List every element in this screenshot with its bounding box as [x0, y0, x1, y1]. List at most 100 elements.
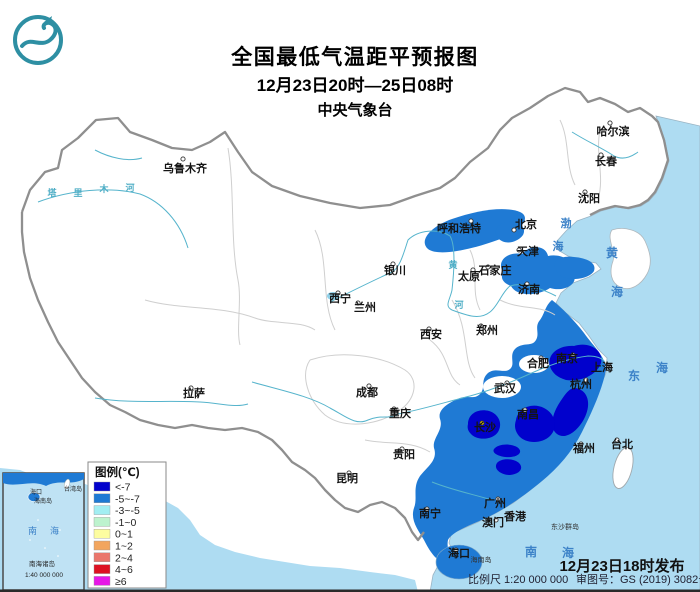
- anomaly-regions-below-minus7: [467, 344, 602, 475]
- china-southwest-border: [20, 212, 425, 542]
- legend-swatch: [93, 481, 111, 492]
- city-dot: [583, 377, 589, 383]
- inset-taiwan-label: 台湾岛: [64, 485, 82, 493]
- river-label: 里: [73, 188, 82, 198]
- city-dot: [188, 385, 194, 391]
- city-label: 台北: [611, 437, 633, 451]
- city-dot: [538, 355, 544, 361]
- sea-label: 海: [562, 545, 574, 560]
- deep-region-shanghai: [549, 344, 602, 381]
- anomaly-region-beijing: [495, 221, 525, 243]
- china-national-border: [20, 86, 670, 217]
- city-label: 昆明: [336, 472, 358, 485]
- river-label: 塔: [47, 187, 57, 198]
- city-label: 重庆: [389, 406, 411, 420]
- province-boundaries: [144, 119, 602, 453]
- city-dot: [570, 352, 576, 358]
- legend-swatch: [93, 529, 111, 539]
- city-dot: [508, 511, 514, 517]
- city-label: 银川: [384, 263, 406, 277]
- city-dot: [582, 189, 588, 195]
- city-dot: [399, 446, 405, 452]
- legend-swatch: [93, 576, 111, 586]
- inset-taiwan: [63, 478, 71, 490]
- city-label: 沈阳: [578, 191, 600, 205]
- city-label: 上海: [591, 360, 613, 374]
- city-dot: [355, 300, 361, 306]
- legend-swatch: [93, 493, 111, 503]
- city-label: 郑州: [476, 323, 498, 337]
- south-china-sea-inset: 海口 海南岛 台湾岛 南 海 南海诸岛 1:40 000 000: [2, 472, 85, 591]
- city-dot: [522, 407, 528, 413]
- legend-item-label: 0~1: [115, 529, 133, 541]
- inset-mainland-coast: [3, 473, 84, 486]
- sea-label: 黄: [606, 245, 618, 260]
- city-dot: [479, 420, 485, 426]
- inset-sea-char2: 海: [50, 525, 59, 536]
- city-label: 乌鲁木齐: [163, 161, 208, 175]
- taiwan-landmass: [612, 447, 634, 489]
- island-label: 东沙群岛: [551, 522, 579, 531]
- inset-hainan: [27, 492, 41, 502]
- city-label: 长沙: [474, 420, 496, 434]
- city-label: 成都: [356, 385, 378, 399]
- city-dot: [598, 152, 604, 158]
- river-labels: 塔里木河黄河: [47, 182, 463, 310]
- river-label: 木: [98, 183, 109, 194]
- city-dot: [493, 517, 499, 523]
- city-label: 南宁: [419, 506, 441, 520]
- city-label: 济南: [518, 282, 540, 296]
- city-label: 杭州: [570, 377, 592, 391]
- city-dot: [453, 547, 459, 553]
- city-label: 南昌: [517, 407, 539, 421]
- city-label: 拉萨: [183, 386, 205, 400]
- inset-hainan-label: 海南岛: [34, 497, 52, 505]
- river-label: 河: [125, 182, 134, 193]
- city-label: 香港: [503, 509, 527, 523]
- inset-islands-label: 南海诸岛: [29, 559, 55, 568]
- inset-haikou-label: 海口: [30, 488, 42, 496]
- city-label: 澳门: [482, 515, 504, 529]
- city-label: 长春: [595, 154, 618, 168]
- city-label: 广州: [484, 496, 506, 510]
- korea-landmass: [609, 228, 651, 290]
- legend-title: 图例(℃): [95, 465, 140, 479]
- island-label: 海南岛: [471, 555, 492, 564]
- city-label: 哈尔滨: [597, 124, 630, 138]
- city-label: 贵阳: [393, 447, 415, 461]
- city-label: 武汉: [494, 381, 517, 395]
- sea-label: 海: [553, 239, 564, 253]
- city-label: 石家庄: [478, 263, 512, 277]
- legend-item-label: ≥6: [115, 576, 127, 588]
- inset-scale-label: 1:40 000 000: [25, 572, 63, 579]
- brahmaputra-river: [94, 397, 249, 407]
- bottom-frame-line: [0, 589, 700, 592]
- city-label: 合肥: [527, 356, 549, 370]
- map-agency: 中央气象台: [317, 101, 392, 119]
- city-dot: [390, 261, 396, 267]
- sea-label: 南: [525, 544, 537, 559]
- legend-item-label: -1~0: [115, 517, 136, 529]
- deep-region-south-small2: [495, 459, 522, 475]
- pearl-river: [431, 481, 493, 501]
- deep-region-zhejiang: [552, 387, 589, 437]
- anomaly-region-hebei-tianjin: [500, 247, 575, 295]
- sea-labels: 渤海 黄海东海南海: [525, 216, 668, 560]
- legend-swatch: [93, 552, 111, 562]
- sea-label: 东: [628, 368, 640, 383]
- city-dot: [614, 437, 620, 443]
- city-dot: [391, 406, 397, 412]
- city-dot: [578, 441, 584, 447]
- anomaly-region-shandong-tip: [554, 256, 595, 279]
- city-dot: [346, 470, 352, 476]
- yellow-river: [329, 230, 557, 317]
- anomaly-region-hohhot: [424, 209, 525, 253]
- map-subtitle: 12月23日20时—25日08时: [257, 76, 454, 95]
- legend: 图例(℃) <-7-5~-7-3~-5-1~00~11~22~44~6≥6: [87, 461, 167, 589]
- city-dot: [468, 218, 474, 224]
- city-label: 西宁: [329, 291, 351, 305]
